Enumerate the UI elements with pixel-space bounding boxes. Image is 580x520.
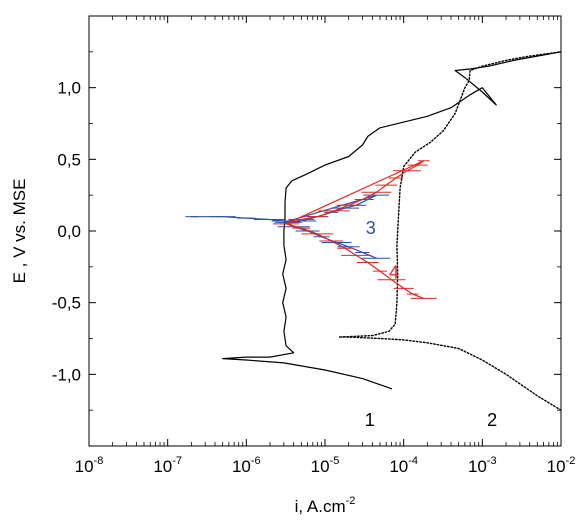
series-label-1: 1: [365, 410, 375, 430]
y-tick-label: 0,0: [57, 222, 81, 241]
series-group: [185, 51, 562, 411]
series-line-1: [222, 51, 562, 390]
series-label-3: 3: [366, 218, 376, 238]
series-line-2: [338, 51, 562, 411]
x-axis-title: i, A.cm-2: [295, 495, 356, 516]
y-tick-label: 1,0: [57, 79, 81, 98]
plot-frame: [88, 15, 562, 447]
series-labels: 1 2 3 4: [365, 218, 497, 430]
y-axis-title: E , V vs. MSE: [10, 179, 29, 284]
x-tick-label: 10-8: [75, 455, 104, 476]
y-tick-labels: -1,0 -0,5 0,0 0,5 1,0: [52, 79, 81, 385]
major-ticks: [88, 15, 562, 447]
x-tick-label: 10-6: [232, 455, 261, 476]
y-tick-label: -0,5: [52, 294, 81, 313]
y-tick-label: -1,0: [52, 365, 81, 384]
y-tick-label: 0,5: [57, 150, 81, 169]
series-label-4: 4: [389, 262, 399, 282]
x-tick-label: 10-3: [468, 455, 497, 476]
x-tick-label: 10-4: [389, 455, 418, 476]
x-tick-label: 10-2: [547, 455, 576, 476]
x-tick-labels: 10-8 10-7 10-6 10-5 10-4 10-3 10-2: [75, 455, 576, 476]
minor-ticks: [89, 16, 561, 446]
series-line-4: [285, 160, 425, 299]
series-label-2: 2: [487, 410, 497, 430]
x-tick-label: 10-5: [311, 455, 340, 476]
x-tick-label: 10-7: [153, 455, 182, 476]
